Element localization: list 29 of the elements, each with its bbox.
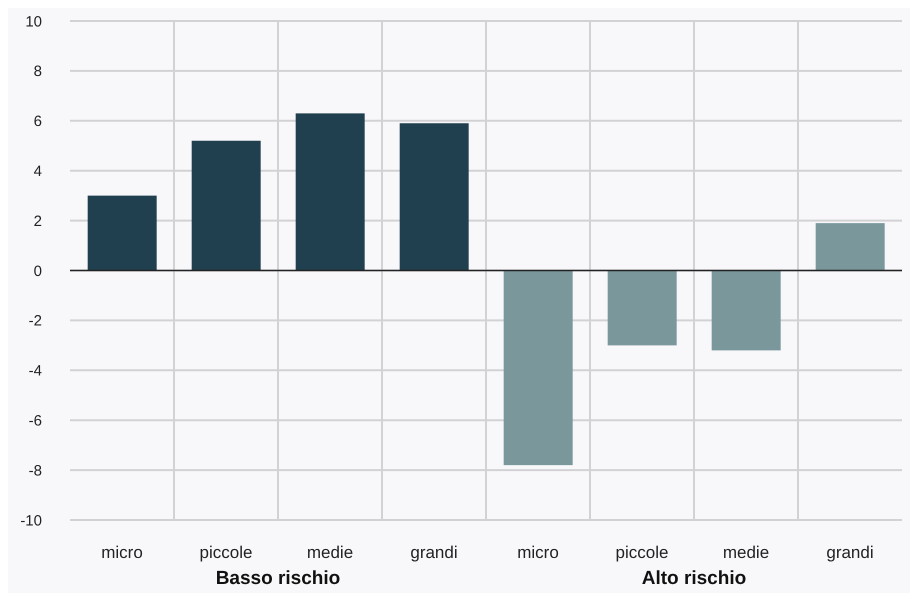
bar bbox=[192, 140, 261, 270]
x-tick-label: piccole bbox=[200, 543, 252, 562]
bar bbox=[296, 113, 365, 270]
x-tick-label: micro bbox=[101, 543, 143, 562]
text: Alto rischio bbox=[640, 568, 748, 590]
y-tick-label: 2 bbox=[34, 212, 42, 230]
x-tick-label: micro bbox=[517, 543, 559, 562]
bar bbox=[816, 223, 885, 270]
text: Basso rischio bbox=[214, 568, 342, 590]
x-tick-label: medie bbox=[722, 543, 770, 562]
x-tick-label: medie bbox=[306, 543, 354, 562]
x-tick-label: piccole bbox=[616, 543, 668, 562]
bar bbox=[504, 270, 573, 466]
y-tick-label: 4 bbox=[34, 163, 42, 180]
y-tick-label: 8 bbox=[34, 63, 42, 80]
bar bbox=[88, 196, 157, 270]
bar bbox=[608, 270, 677, 346]
y-tick-label: -6 bbox=[28, 412, 42, 430]
x-tick-label: grandi bbox=[410, 543, 458, 562]
bar bbox=[712, 270, 781, 350]
y-tick-label: -10 bbox=[20, 512, 42, 530]
x-tick-label: grandi bbox=[826, 543, 874, 562]
bar bbox=[400, 123, 469, 270]
y-tick-label: -4 bbox=[28, 362, 42, 380]
y-tick-label: 10 bbox=[25, 13, 42, 30]
y-tick-label: -8 bbox=[28, 462, 42, 480]
y-tick-label: -2 bbox=[28, 312, 42, 330]
y-tick-label: 6 bbox=[34, 113, 42, 130]
y-tick-label: 0 bbox=[34, 262, 42, 280]
